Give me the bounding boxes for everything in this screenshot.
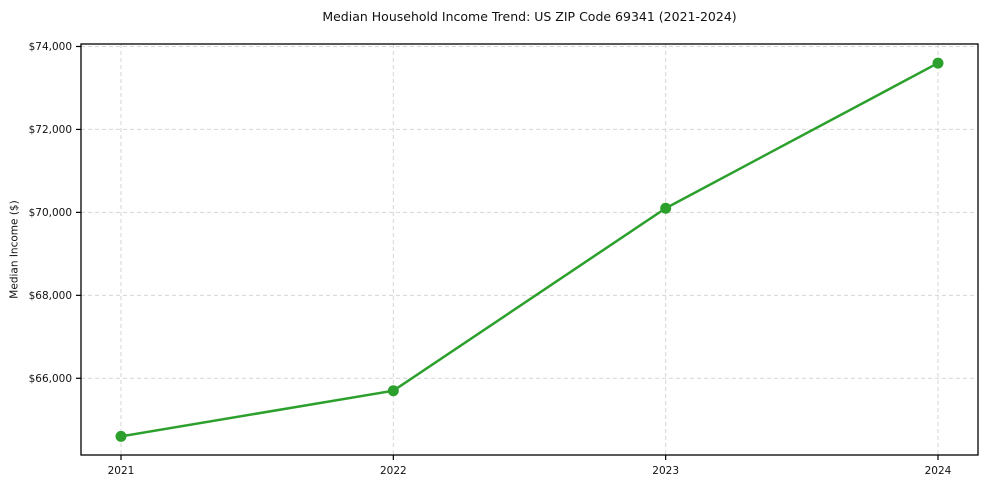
data-point xyxy=(932,57,944,69)
x-tick-label: 2023 xyxy=(652,465,679,477)
axis-ticks xyxy=(76,45,939,460)
y-tick-labels: $66,000 $68,000 $70,000 $72,000 $74,000 xyxy=(29,41,72,385)
y-tick-label: $66,000 xyxy=(29,373,72,385)
data-series xyxy=(115,57,944,442)
y-tick-label: $68,000 xyxy=(29,290,72,302)
y-axis-label: Median Income ($) xyxy=(9,200,21,298)
series-line xyxy=(119,61,940,438)
y-tick-label: $74,000 xyxy=(29,41,72,53)
y-tick-label: $70,000 xyxy=(29,207,72,219)
chart-title: Median Household Income Trend: US ZIP Co… xyxy=(322,9,736,24)
gridlines xyxy=(81,44,978,455)
data-point xyxy=(660,202,672,214)
y-tick-label: $72,000 xyxy=(29,124,72,136)
x-tick-label: 2024 xyxy=(925,465,952,477)
x-tick-labels: 2021 2022 2023 2024 xyxy=(108,465,952,477)
x-tick-label: 2022 xyxy=(380,465,407,477)
plot-border xyxy=(80,43,979,456)
data-point xyxy=(115,430,127,442)
data-point xyxy=(387,385,399,397)
x-tick-label: 2021 xyxy=(108,465,135,477)
